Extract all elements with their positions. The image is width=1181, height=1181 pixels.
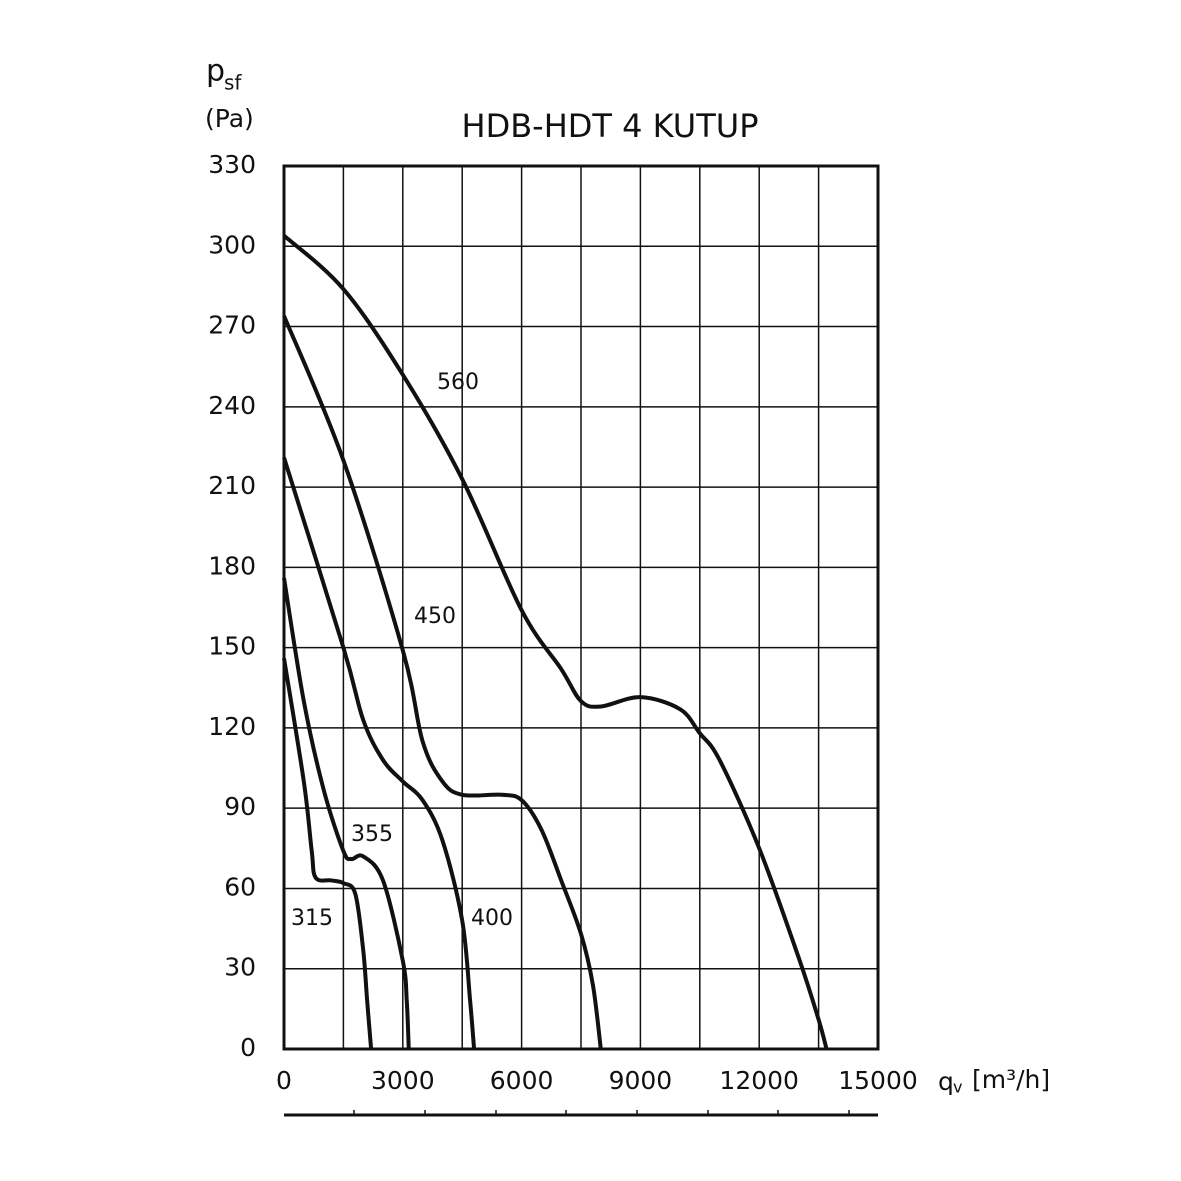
x-axis-label-sub: v bbox=[953, 1078, 962, 1097]
curve-label: 400 bbox=[471, 906, 513, 931]
y-tick-label: 30 bbox=[224, 953, 256, 982]
x-axis-unit: [m³/h] bbox=[972, 1065, 1050, 1094]
curve bbox=[282, 577, 411, 1050]
x-tick-label: 3000 bbox=[371, 1066, 435, 1095]
curve-label: 315 bbox=[291, 906, 333, 931]
curve-label: 355 bbox=[351, 822, 393, 847]
plot-frame bbox=[282, 164, 880, 1051]
x-tick-label: 9000 bbox=[609, 1066, 673, 1095]
curve-label: 450 bbox=[414, 604, 456, 629]
y-tick-label: 270 bbox=[208, 311, 256, 340]
y-tick-label: 90 bbox=[224, 792, 256, 821]
y-tick-label: 180 bbox=[208, 551, 256, 580]
y-tick-label: 60 bbox=[224, 872, 256, 901]
y-tick-label: 0 bbox=[240, 1033, 256, 1062]
curve bbox=[282, 457, 477, 1050]
y-tick-label: 210 bbox=[208, 471, 256, 500]
curve bbox=[282, 234, 829, 1050]
x-tick-label: 12000 bbox=[719, 1066, 799, 1095]
x-tick-label: 6000 bbox=[490, 1066, 554, 1095]
bottom-scale bbox=[284, 1110, 878, 1117]
y-tick-label: 240 bbox=[208, 391, 256, 420]
y-tick-label: 300 bbox=[208, 230, 256, 259]
y-tick-label: 120 bbox=[208, 712, 256, 741]
y-tick-label: 150 bbox=[208, 632, 256, 661]
y-axis-label-sub: sf bbox=[224, 71, 242, 95]
curve-label: 560 bbox=[437, 370, 479, 395]
y-axis-unit: (Pa) bbox=[205, 104, 254, 133]
y-axis-label: p bbox=[206, 54, 225, 89]
y-tick-label: 330 bbox=[208, 150, 256, 179]
curve bbox=[282, 315, 603, 1050]
x-axis-label: q bbox=[938, 1067, 954, 1096]
x-tick-label: 15000 bbox=[838, 1066, 918, 1095]
curve bbox=[282, 658, 374, 1050]
chart-title: HDB-HDT 4 KUTUP bbox=[462, 107, 759, 145]
x-tick-label: 0 bbox=[276, 1066, 292, 1095]
